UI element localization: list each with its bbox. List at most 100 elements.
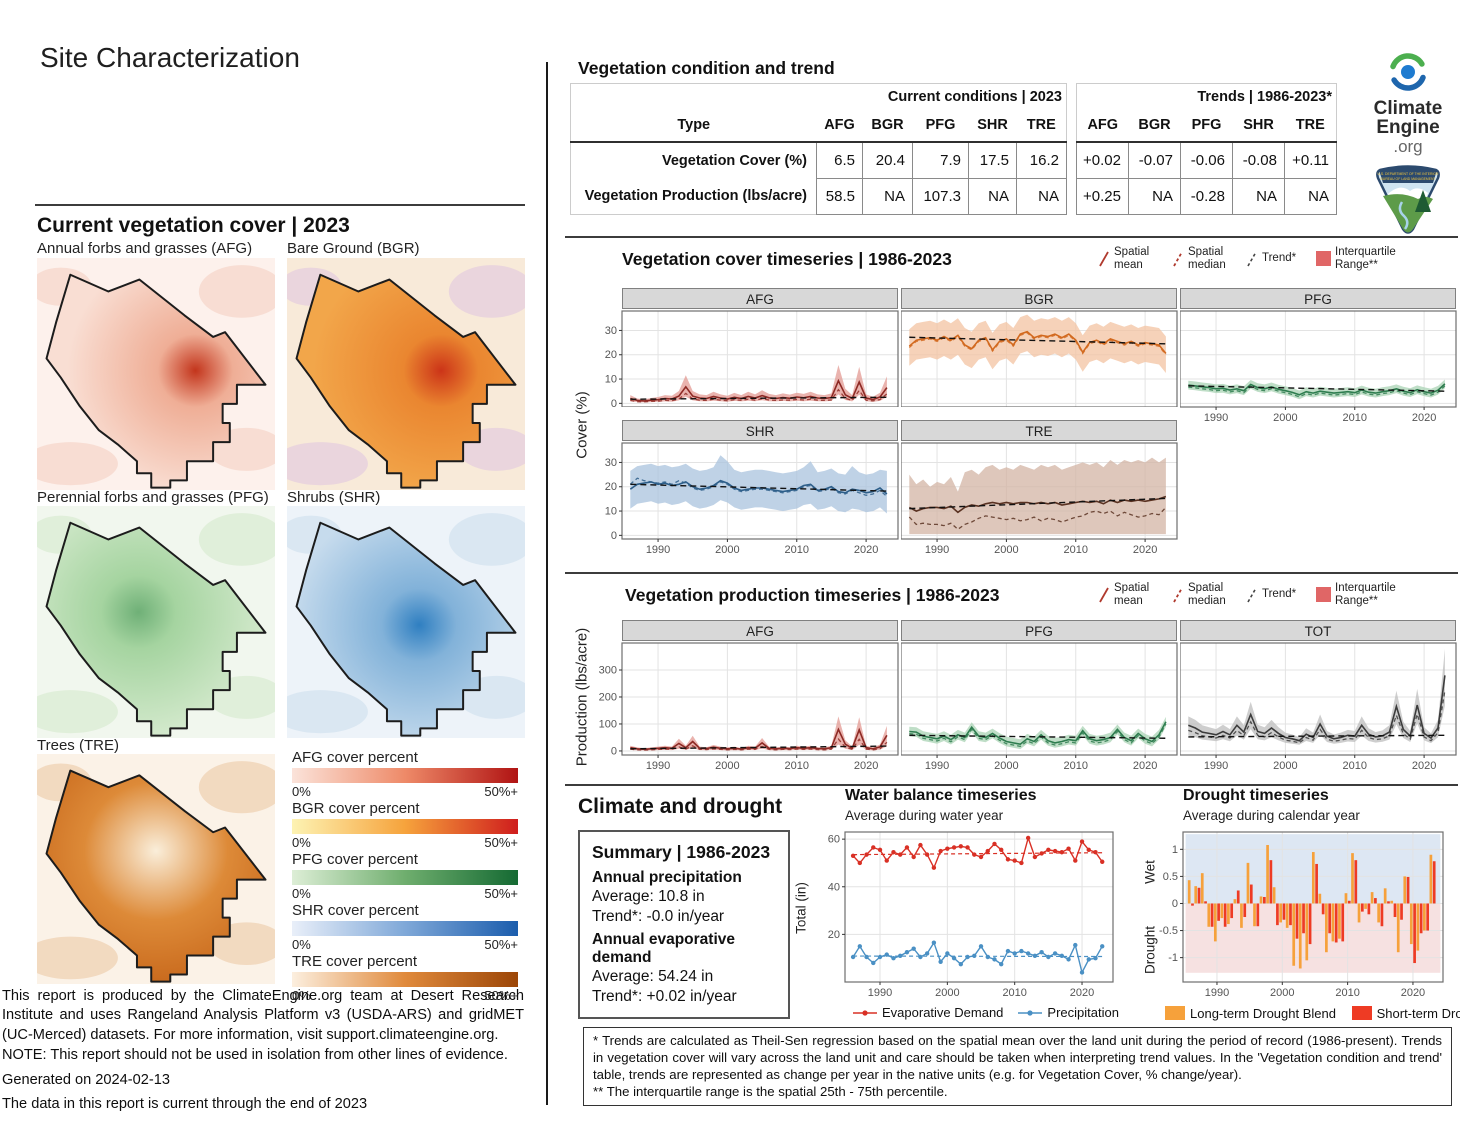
legend-tre-min: 0%	[292, 988, 311, 1003]
logo-text-engine: Engine	[1376, 117, 1440, 139]
col-pfg: PFG	[925, 117, 956, 133]
svg-text:1990: 1990	[646, 544, 670, 556]
legend-bgr-gradient	[292, 819, 518, 834]
col-shr: SHR	[1243, 117, 1274, 133]
cell-prod-shr: NA	[968, 178, 1017, 215]
svg-text:2010: 2010	[785, 544, 809, 556]
cover-timeseries-legend: Spatial mean Spatial median Trend* Inter…	[1098, 246, 1415, 271]
panel-cover-tre: TRE 1990 2000 2010 2020	[900, 420, 1182, 556]
svg-text:2010: 2010	[1002, 987, 1026, 999]
drought-wet-label: Wet	[1142, 860, 1158, 884]
cover-chart-afg: 0 10 20 30	[596, 308, 903, 410]
svg-text:1990: 1990	[1204, 760, 1228, 772]
summary-precip-average: Average: 10.8 in	[592, 887, 705, 905]
map-label-pfg: Perennial forbs and grasses (PFG)	[37, 489, 269, 506]
legend-tre-max: 50%+	[484, 988, 518, 1003]
cover-y-axis-label: Cover (%)	[573, 391, 591, 459]
svg-text:-1: -1	[1168, 952, 1178, 964]
facet-strip-tre: TRE	[901, 420, 1177, 441]
facet-strip-afg: AFG	[622, 620, 898, 641]
group-current-conditions: Current conditions | 2023	[887, 89, 1062, 105]
legend-afg-label: AFG cover percent	[292, 749, 418, 766]
cell-trend-prod-pfg: -0.28	[1180, 178, 1233, 215]
logo-text-org: .org	[1393, 136, 1423, 156]
production-timeseries-legend: Spatial mean Spatial median Trend* Inter…	[1098, 582, 1415, 607]
col-tre: TRE	[1295, 117, 1325, 133]
row-label-production: Vegetation Production (lbs/acre)	[584, 188, 807, 205]
svg-text:0: 0	[611, 398, 617, 407]
production-chart-afg: 0 100 200 300 1990 2000 2010 2020	[596, 640, 903, 772]
legend-bgr-ramp: BGR cover percent 0% 50%+	[292, 800, 518, 850]
legend-tre-ramp: TRE cover percent 0% 50%+	[292, 953, 518, 1003]
map-shr	[287, 506, 525, 738]
spatial-mean-icon	[1099, 251, 1109, 267]
water-balance-chart: 20 40 60 1990 2000 2010 2020	[819, 829, 1118, 999]
svg-text:200: 200	[599, 691, 617, 703]
panel-cover-shr: SHR 0 10 20 30 1990 2000 2010 2020	[596, 420, 903, 556]
cell-trend-cover-tre: +0.11	[1284, 141, 1337, 179]
condition-table-title: Vegetation condition and trend	[578, 58, 835, 78]
legend-pfg-max: 50%+	[484, 886, 518, 901]
row-label-cover: Vegetation Cover (%)	[661, 152, 807, 169]
climate-engine-logo: Climate Engine .org U.S. DEPARTMENT OF T…	[1356, 48, 1460, 243]
production-chart-tot: 1990 2000 2010 2020	[1179, 640, 1460, 772]
drought-chart: 1 0.5 0 -0.5 -1 1990 2000 2010 2020	[1157, 829, 1448, 999]
map-label-afg: Annual forbs and grasses (AFG)	[37, 240, 253, 257]
legend-tre-gradient	[292, 972, 518, 987]
water-balance-title: Water balance timeseries	[845, 787, 1037, 804]
cell-cover-afg: 6.5	[816, 141, 863, 179]
facet-strip-tot: TOT	[1180, 620, 1456, 641]
cell-trend-cover-afg: +0.02	[1076, 141, 1129, 179]
water-balance-legend: Evaporative Demand Precipitation	[852, 1005, 1119, 1020]
production-chart-pfg: 1990 2000 2010 2020	[900, 640, 1182, 772]
cell-prod-afg: 58.5	[816, 178, 863, 215]
cell-trend-prod-bgr: NA	[1128, 178, 1181, 215]
iqr-swatch-icon	[1316, 251, 1331, 267]
facet-strip-bgr: BGR	[901, 288, 1177, 309]
water-balance-subtitle: Average during water year	[845, 808, 1004, 823]
svg-text:0.5: 0.5	[1163, 871, 1178, 883]
col-afg: AFG	[1087, 117, 1119, 133]
legend-spatial-median: Spatial median	[1172, 582, 1234, 607]
cell-trend-prod-afg: +0.25	[1076, 178, 1129, 215]
trend-icon	[1247, 251, 1257, 267]
legend-iqr: Interquartile Range**	[1316, 582, 1415, 607]
divider-climate-section	[565, 784, 1458, 786]
production-section-title: Vegetation production timeseries | 1986-…	[625, 585, 1000, 605]
legend-trend: Trend*	[1246, 583, 1304, 607]
col-bgr: BGR	[1138, 117, 1171, 133]
map-label-bgr: Bare Ground (BGR)	[287, 240, 420, 257]
summary-title: Summary | 1986-2023	[592, 842, 771, 862]
svg-text:300: 300	[599, 664, 617, 676]
spatial-median-icon	[1173, 251, 1183, 267]
panel-cover-afg: AFG 0 10 20 30	[596, 288, 903, 410]
map-tre	[37, 754, 275, 984]
precipitation-line-icon	[1018, 1009, 1043, 1016]
svg-text:2020: 2020	[1401, 987, 1425, 999]
facet-strip-pfg: PFG	[901, 620, 1177, 641]
legend-afg-gradient	[292, 768, 518, 783]
cell-cover-tre: 16.2	[1016, 141, 1067, 179]
map-label-shr: Shrubs (SHR)	[287, 489, 381, 506]
svg-text:0: 0	[611, 530, 617, 542]
drought-drought-label: Drought	[1142, 925, 1158, 975]
footer-generated: Generated on 2024-02-13	[2, 1072, 170, 1088]
legend-afg-max: 50%+	[484, 784, 518, 799]
svg-text:20: 20	[828, 929, 840, 941]
page-title: Site Characterization	[40, 42, 300, 73]
footnote-iqr: ** The interquartile range is the spatia…	[593, 1084, 948, 1100]
cover-chart-shr: 0 10 20 30 1990 2000 2010 2020	[596, 440, 903, 556]
svg-text:2000: 2000	[715, 760, 739, 772]
svg-text:1990: 1990	[1205, 987, 1229, 999]
cell-trend-cover-shr: -0.08	[1232, 141, 1285, 179]
summary-precip-heading: Annual precipitation	[592, 869, 742, 886]
cell-cover-bgr: 20.4	[862, 141, 913, 179]
col-type: Type	[677, 117, 711, 133]
short-term-blend-swatch-icon	[1351, 1006, 1372, 1020]
blm-badge: U.S. DEPARTMENT OF THE INTERIOR BUREAU O…	[1376, 165, 1440, 235]
svg-text:BUREAU OF LAND MANAGEMENT: BUREAU OF LAND MANAGEMENT	[1380, 177, 1435, 181]
map-pfg	[37, 506, 275, 738]
cell-prod-bgr: NA	[862, 178, 913, 215]
production-y-axis-label: Production (lbs/acre)	[573, 627, 591, 767]
legend-bgr-max: 50%+	[484, 835, 518, 850]
